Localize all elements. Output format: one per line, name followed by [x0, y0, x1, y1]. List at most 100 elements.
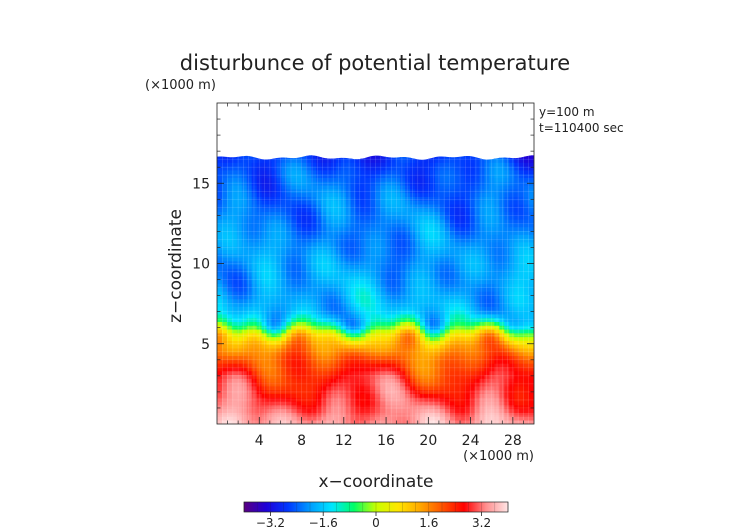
heatmap-cell — [217, 378, 223, 383]
heatmap-cell — [410, 302, 416, 307]
heatmap-cell — [321, 355, 327, 360]
heatmap-cell — [380, 412, 386, 417]
heatmap-cell — [217, 275, 223, 281]
heatmap-cell — [365, 389, 372, 394]
heatmap-cell — [425, 332, 431, 338]
heatmap-cell — [385, 169, 391, 175]
heatmap-cell — [306, 283, 312, 288]
heatmap-cell — [489, 347, 495, 353]
heatmap-cell — [415, 400, 421, 406]
heatmap-cell — [335, 173, 342, 178]
heatmap-cell — [335, 230, 342, 235]
heatmap-cell — [519, 374, 525, 379]
heatmap-cell — [434, 264, 441, 269]
heatmap-cell — [281, 226, 287, 232]
heatmap-cell — [514, 336, 520, 341]
heatmap-cell — [420, 310, 426, 315]
heatmap-cell — [301, 302, 307, 307]
heatmap-cell — [281, 188, 287, 194]
heatmap-cell — [316, 162, 322, 167]
heatmap-cell — [365, 264, 372, 269]
heatmap-cell — [217, 351, 223, 357]
heatmap-cell — [494, 389, 500, 394]
heatmap-cell — [390, 234, 396, 239]
heatmap-cell — [514, 359, 520, 364]
heatmap-cell — [246, 374, 253, 379]
heatmap-cell — [405, 325, 411, 330]
heatmap-cell — [469, 363, 476, 368]
heatmap-cell — [345, 366, 352, 372]
heatmap-cell — [420, 287, 426, 292]
heatmap-cell — [226, 310, 233, 315]
heatmap-cell — [524, 249, 530, 254]
heatmap-cell — [236, 347, 243, 353]
heatmap-cell — [330, 188, 337, 194]
heatmap-cell — [276, 416, 282, 421]
heatmap-cell — [306, 162, 312, 167]
heatmap-cell — [251, 328, 258, 334]
heatmap-cell — [316, 275, 322, 281]
heatmap-cell — [464, 196, 471, 201]
heatmap-cell — [524, 207, 530, 213]
heatmap-cell — [261, 279, 268, 285]
heatmap-cell — [261, 188, 268, 194]
heatmap-cell — [246, 336, 253, 341]
heatmap-cell — [316, 393, 322, 398]
heatmap-cell — [415, 382, 421, 387]
heatmap-cell — [390, 230, 396, 235]
heatmap-cell — [296, 230, 302, 235]
heatmap-cell — [316, 219, 322, 224]
heatmap-cell — [256, 177, 263, 182]
heatmap-cell — [425, 158, 431, 163]
heatmap-cell — [479, 264, 486, 269]
heatmap-cell — [251, 203, 258, 209]
heatmap-cell — [390, 207, 396, 213]
heatmap-cell — [236, 306, 243, 311]
heatmap-cell — [489, 408, 495, 413]
heatmap-cell — [296, 400, 302, 406]
heatmap-cell — [311, 351, 317, 357]
heatmap-cell — [256, 298, 263, 304]
heatmap-cell — [335, 370, 342, 376]
heatmap-cell — [509, 268, 515, 273]
heatmap-cell — [514, 268, 520, 273]
heatmap-cell — [325, 283, 332, 288]
heatmap-cell — [390, 347, 396, 353]
heatmap-cell — [276, 317, 282, 322]
heatmap-cell — [509, 370, 515, 376]
heatmap-cell — [514, 275, 520, 281]
heatmap-cell — [514, 416, 520, 421]
heatmap-cell — [296, 325, 302, 330]
heatmap-cell — [464, 264, 471, 269]
heatmap-cell — [504, 363, 510, 368]
heatmap-cell — [231, 275, 238, 281]
heatmap-cell — [276, 351, 282, 357]
heatmap-cell — [529, 378, 534, 383]
heatmap-cell — [499, 355, 505, 360]
x-tick-label: 20 — [419, 433, 437, 449]
heatmap-cell — [509, 344, 515, 349]
heatmap-cell — [469, 355, 476, 360]
heatmap-cell — [434, 374, 441, 379]
heatmap-cell — [301, 317, 307, 322]
heatmap-cell — [400, 158, 406, 163]
heatmap-cell — [330, 256, 337, 262]
heatmap-cell — [519, 400, 525, 406]
heatmap-cell — [281, 272, 287, 277]
heatmap-cell — [449, 241, 456, 247]
heatmap-cell — [276, 287, 282, 292]
heatmap-cell — [231, 321, 238, 326]
heatmap-cell — [217, 177, 223, 182]
heatmap-cell — [444, 200, 451, 205]
heatmap-cell — [529, 351, 534, 357]
heatmap-cell — [217, 256, 223, 262]
heatmap-cell — [509, 234, 515, 239]
heatmap-cell — [415, 344, 421, 349]
heatmap-cell — [434, 215, 441, 220]
heatmap-cell — [449, 260, 456, 266]
heatmap-cell — [529, 200, 534, 205]
heatmap-cell — [281, 359, 287, 364]
heatmap-cell — [291, 219, 297, 224]
heatmap-cell — [484, 344, 491, 349]
heatmap-cell — [286, 245, 292, 250]
